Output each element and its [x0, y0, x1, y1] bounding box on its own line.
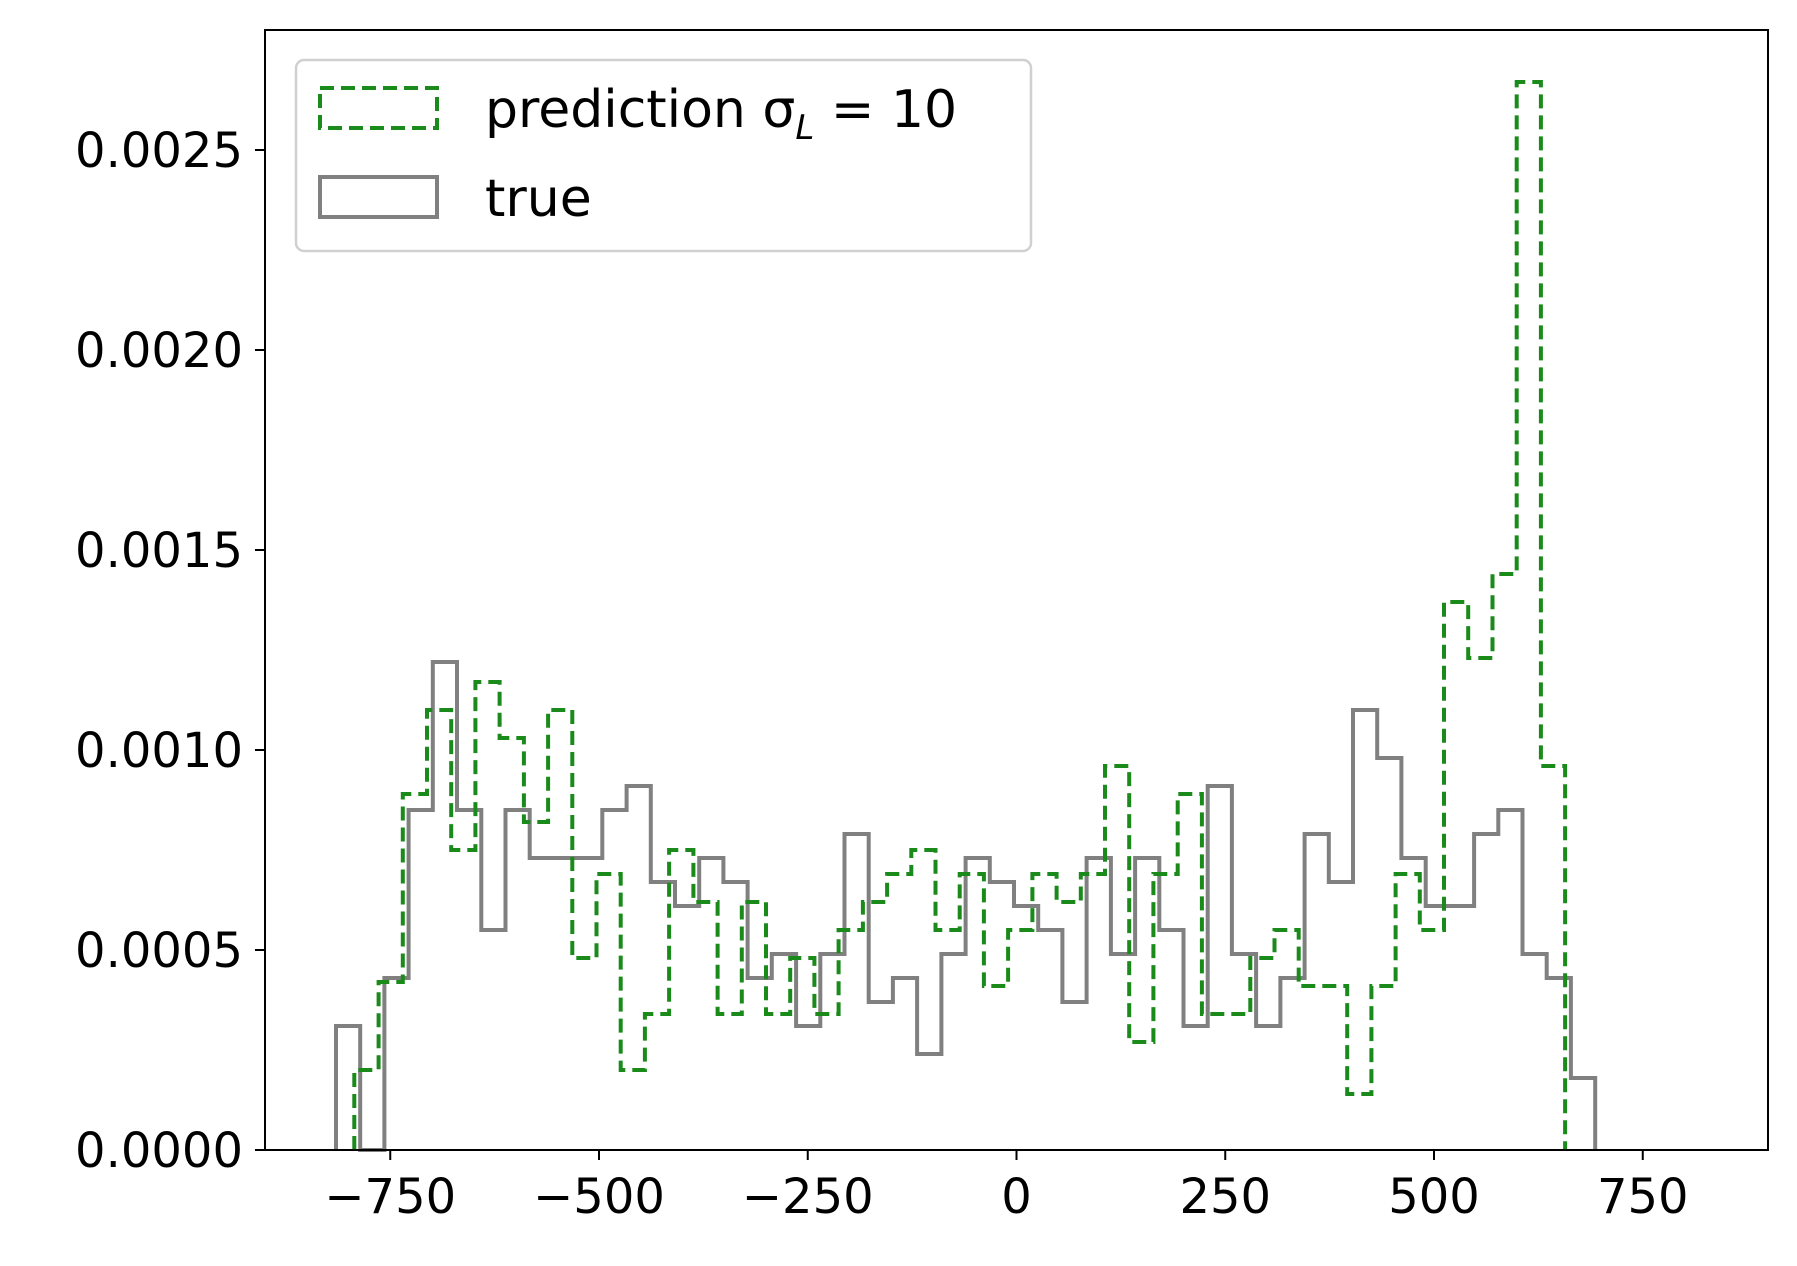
x-tick-label: −250	[742, 1169, 874, 1225]
x-tick-label: 250	[1179, 1169, 1271, 1225]
x-axis: −750 −500 −250 0 250 500 750	[324, 1150, 1689, 1225]
x-tick-label: 750	[1597, 1169, 1689, 1225]
y-tick-label: 0.0005	[75, 923, 243, 979]
x-tick-label: 0	[1001, 1169, 1032, 1225]
series-layer	[334, 80, 1598, 1152]
legend-box	[294, 58, 1033, 253]
legend-label-prediction: prediction σL = 10	[485, 80, 957, 148]
series-line-prediction	[352, 80, 1568, 1150]
plot-frame	[264, 29, 1769, 1151]
y-axis: 0.0000 0.0005 0.0010 0.0015 0.0020 0.0025	[75, 123, 265, 1179]
y-tick-label: 0.0010	[75, 723, 243, 779]
x-tick-label: −750	[324, 1169, 456, 1225]
series-line-true	[334, 660, 1598, 1152]
legend-patch-prediction	[318, 86, 439, 130]
x-tick-label: −500	[533, 1169, 665, 1225]
legend-label-true: true	[485, 169, 592, 229]
legend-patch-true	[318, 175, 439, 219]
y-tick-label: 0.0020	[75, 323, 243, 379]
y-tick-label: 0.0015	[75, 523, 243, 579]
y-tick-label: 0.0025	[75, 123, 243, 179]
legend: prediction σL = 10 true	[294, 58, 1033, 253]
y-tick-label: 0.0000	[75, 1123, 243, 1179]
x-tick-label: 500	[1388, 1169, 1480, 1225]
